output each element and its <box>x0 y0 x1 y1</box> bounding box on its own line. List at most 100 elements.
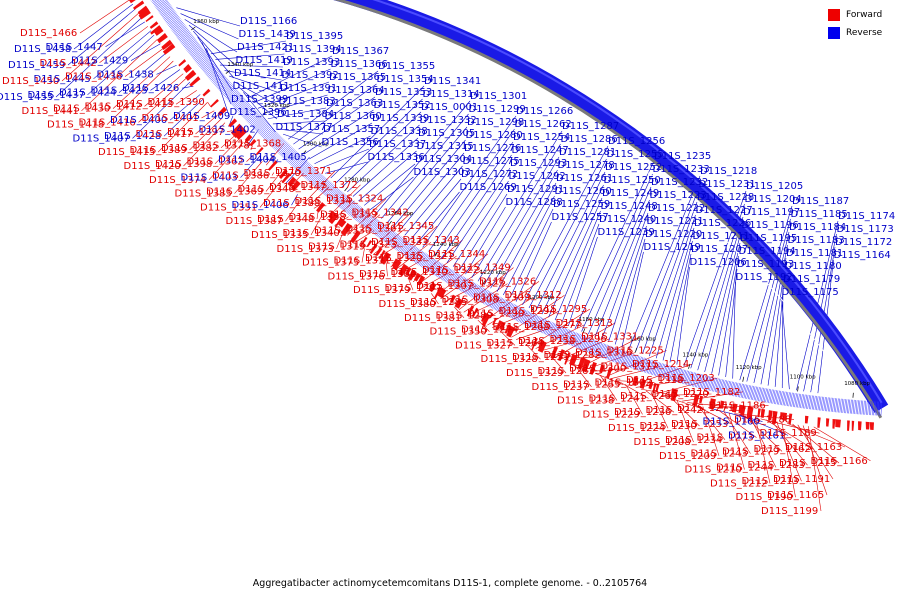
label-leader-line <box>277 128 324 135</box>
reverse-gene-mark <box>604 345 611 360</box>
reverse-gene-mark <box>643 358 649 373</box>
forward-gene-mark <box>350 230 361 244</box>
reverse-gene-mark <box>230 94 242 104</box>
reverse-gene-mark <box>557 326 564 340</box>
reverse-gene-mark <box>474 286 482 299</box>
forward-gene-mark <box>369 243 378 255</box>
gene-label: D11S_1411 <box>233 81 290 92</box>
reverse-gene-mark <box>363 215 373 227</box>
gene-label: D11S_1348 <box>257 214 314 225</box>
reverse-gene-mark <box>553 325 560 339</box>
scale-tick <box>434 252 438 257</box>
gene-label: D11S_1287 <box>562 121 619 132</box>
label-leader-line <box>502 195 555 296</box>
reverse-gene-mark <box>778 390 782 405</box>
reverse-gene-mark <box>621 351 627 365</box>
gene-label: D11S_1358 <box>289 212 346 223</box>
gene-label: D11S_1360 <box>325 111 382 122</box>
gene-label: D11S_1337 <box>369 139 426 150</box>
reverse-gene-mark <box>308 170 319 182</box>
reverse-gene-mark <box>296 160 307 171</box>
gene-label: D11S_1442 <box>40 58 97 69</box>
label-leader-line <box>105 21 146 48</box>
gene-label: D11S_1166 <box>240 16 297 27</box>
reverse-gene-mark <box>155 0 168 8</box>
gene-label: D11S_1400 <box>110 115 167 126</box>
gene-label: D11S_1316 <box>575 348 632 359</box>
reverse-gene-mark <box>794 393 797 408</box>
reverse-gene-mark <box>353 207 363 220</box>
forward-gene-mark <box>581 358 591 373</box>
forward-gene-mark <box>407 269 417 281</box>
label-leader-line <box>770 420 808 466</box>
reverse-gene-mark <box>776 390 780 405</box>
gene-label: D11S_1283 <box>748 460 805 471</box>
label-leader-line <box>314 135 371 165</box>
label-leader-line <box>444 285 477 302</box>
reverse-gene-mark <box>162 10 175 19</box>
gene-label: D11S_1164 <box>834 250 891 261</box>
reverse-gene-mark <box>674 368 680 382</box>
forward-gene-mark <box>537 340 547 353</box>
gene-label: D11S_1429 <box>71 56 128 67</box>
reverse-gene-mark <box>345 201 355 213</box>
label-leader-line <box>184 19 238 53</box>
reverse-gene-mark <box>830 397 833 412</box>
gene-label: D11S_1353 <box>375 87 432 98</box>
label-leader-line <box>55 17 143 98</box>
reverse-gene-mark <box>627 353 633 367</box>
label-leader-line <box>574 160 655 329</box>
gene-label: D11S_1359 <box>320 210 377 221</box>
forward-gene-mark <box>405 266 412 276</box>
reverse-gene-mark <box>397 239 407 252</box>
reverse-gene-mark <box>600 344 607 358</box>
reverse-gene-mark <box>184 39 197 49</box>
forward-gene-mark <box>375 247 383 256</box>
reverse-gene-mark <box>332 190 342 202</box>
reverse-gene-mark <box>240 104 252 115</box>
gene-label: D11S_1387 <box>226 216 283 227</box>
reverse-gene-mark <box>534 316 541 330</box>
gene-label: D11S_1276 <box>464 143 521 154</box>
reverse-gene-mark <box>826 397 829 412</box>
label-leader-line <box>655 227 695 359</box>
label-leader-line <box>608 225 647 343</box>
reverse-gene-mark <box>666 365 671 380</box>
reverse-gene-mark <box>497 298 505 312</box>
reverse-gene-mark <box>370 220 380 232</box>
reverse-gene-mark <box>384 230 394 243</box>
forward-gene-mark <box>670 388 675 398</box>
label-leader-line <box>621 251 644 347</box>
reverse-gene-mark <box>355 208 365 221</box>
reverse-gene-mark <box>599 343 605 357</box>
reverse-gene-mark <box>154 0 165 7</box>
reverse-gene-mark <box>817 396 820 411</box>
forward-gene-mark <box>719 400 725 409</box>
reverse-gene-mark <box>190 47 203 57</box>
gene-label: D11S_1271 <box>677 403 734 414</box>
reverse-gene-mark <box>514 307 522 321</box>
reverse-gene-mark <box>261 126 273 138</box>
gene-label: D11S_1441 <box>22 106 79 117</box>
label-leader-line <box>594 199 650 337</box>
reverse-gene-mark <box>217 78 228 89</box>
reverse-gene-mark <box>198 56 210 66</box>
reverse-gene-mark <box>410 247 419 260</box>
gene-label: D11S_1292 <box>509 171 566 182</box>
gene-label: D11S_1383 <box>279 96 336 107</box>
reverse-gene-mark <box>531 315 539 329</box>
label-leader-line <box>648 214 696 357</box>
reverse-gene-mark <box>205 65 217 75</box>
reverse-gene-mark <box>665 365 670 379</box>
reverse-gene-mark <box>501 300 509 314</box>
gene-label: D11S_1380 <box>379 299 436 310</box>
label-leader-line <box>246 153 255 162</box>
reverse-gene-mark <box>408 247 418 259</box>
gene-label: D11S_1231 <box>699 179 756 190</box>
reverse-gene-mark <box>479 289 487 302</box>
reverse-gene-mark <box>356 209 366 222</box>
reverse-gene-mark <box>613 348 619 363</box>
gene-label: D11S_1270 <box>652 389 709 400</box>
label-leader-line <box>293 83 377 145</box>
reverse-gene-mark <box>309 171 320 183</box>
